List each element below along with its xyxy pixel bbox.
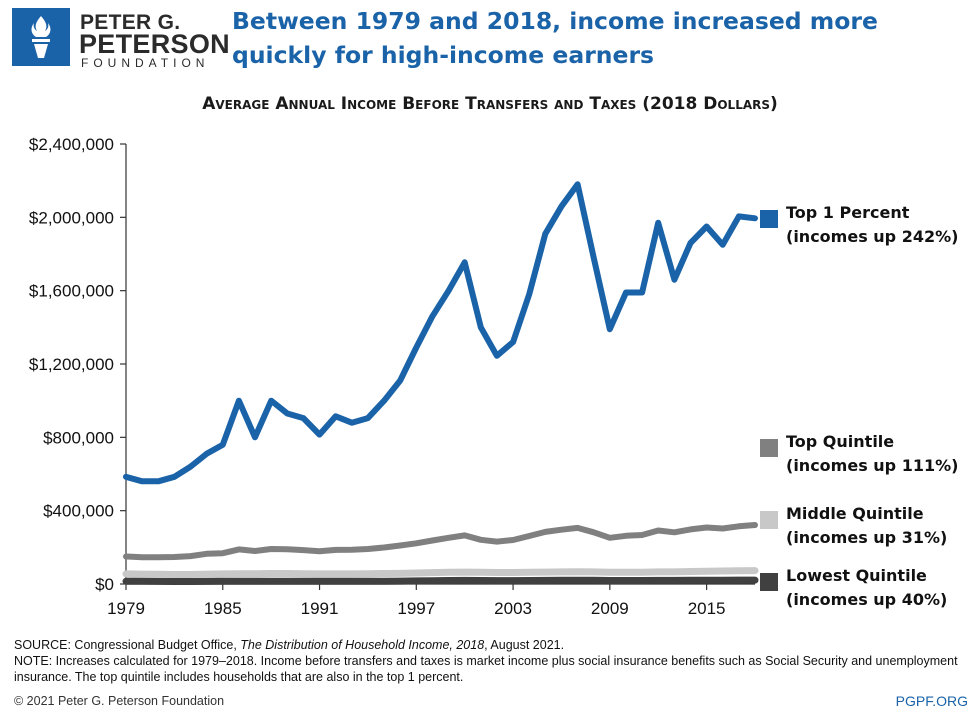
y-tick-label: $800,000 [43,428,114,447]
y-tick-label: $1,600,000 [29,282,114,301]
y-tick-label: $400,000 [43,502,114,521]
logo-line-2: PETERSON [79,29,230,59]
x-tick-label: 2015 [688,599,726,618]
legend-label-top-quintile: Top Quintile [786,432,894,451]
legend: Top 1 Percent (incomes up 242%) Top Quinti… [760,203,958,609]
logo-line-3: FOUNDATION [81,56,210,70]
chart-title: Average Annual Income Before Transfers a… [202,94,778,114]
x-tick-label: 1979 [107,599,145,618]
y-tick-label: $2,000,000 [29,208,114,227]
logo-line-1: PETER G. [80,11,181,34]
series-lines [122,181,759,585]
y-tick-label: $2,400,000 [29,135,114,154]
x-tick-label: 1985 [204,599,242,618]
legend-swatch-top-quintile [760,439,778,457]
y-tick-label: $0 [95,575,114,594]
legend-note-lowest-quintile: (incomes up 40%) [786,590,947,609]
y-axis-ticks: $0 $400,000 $800,000 $1,200,000 $1,600,000 $2… [29,135,126,594]
series-line-middle-quintile [122,567,759,578]
source-note: SOURCE: Congressional Budget Office, The… [14,637,969,653]
logo: PETER G. PETERSON FOUNDATION [12,8,230,70]
legend-note-top-1-percent: (incomes up 242%) [786,227,958,246]
copyright: © 2021 Peter G. Peterson Foundation [14,694,225,708]
source-prefix: SOURCE: Congressional Budget Office, [14,638,241,652]
source-suffix: , August 2021. [484,638,565,652]
footnotes: SOURCE: Congressional Budget Office, The… [14,637,969,685]
legend-label-top-1-percent: Top 1 Percent [786,203,910,222]
legend-swatch-top-1-percent [760,210,778,228]
legend-label-middle-quintile: Middle Quintile [786,504,924,523]
line-chart: $0 $400,000 $800,000 $1,200,000 $1,600,000 $2… [29,135,959,618]
series-line-top-quintile [123,522,758,561]
x-axis-ticks: 1979 1985 1991 1997 2003 2009 2015 [107,584,726,618]
torch-logo-icon [12,8,70,66]
source-title: The Distribution of Household Income, 20… [240,638,485,652]
series-line-top-1-percent [123,181,758,485]
x-tick-label: 1991 [301,599,339,618]
headline: Between 1979 and 2018, income increased … [232,7,878,69]
x-tick-label: 1997 [397,599,435,618]
legend-note-middle-quintile: (incomes up 31%) [786,528,947,547]
method-note: NOTE: Increases calculated for 1979–2018… [14,654,958,684]
legend-label-lowest-quintile: Lowest Quintile [786,566,927,585]
series-line-lowest-quintile [122,576,759,585]
x-tick-label: 2009 [591,599,629,618]
axes [125,144,755,585]
legend-swatch-lowest-quintile [760,573,778,591]
x-tick-label: 2003 [494,599,532,618]
legend-note-top-quintile: (incomes up 111%) [786,456,958,475]
legend-swatch-middle-quintile [760,511,778,529]
site-link[interactable]: PGPF.ORG [895,693,968,709]
y-tick-label: $1,200,000 [29,355,114,374]
